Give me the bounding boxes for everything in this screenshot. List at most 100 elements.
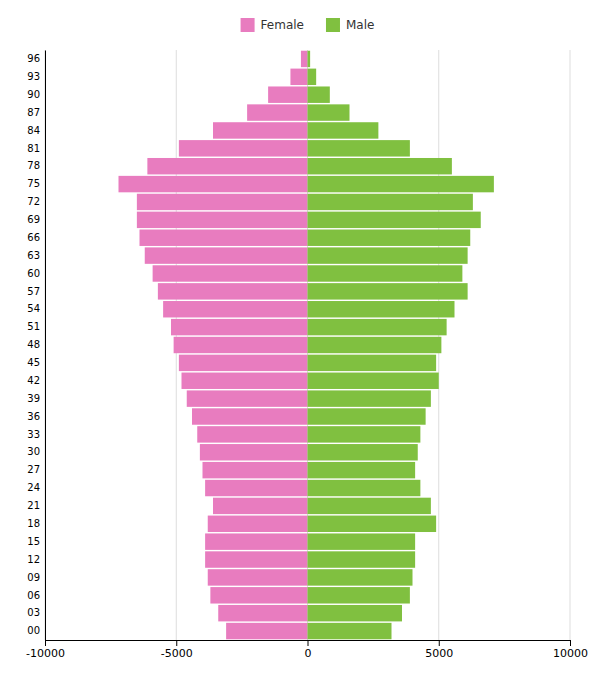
bar bbox=[308, 444, 418, 460]
bar bbox=[247, 104, 307, 120]
tick: 96 bbox=[27, 53, 40, 64]
bar bbox=[308, 122, 379, 138]
plot: -10000-500005000100000003060912151821242… bbox=[26, 50, 588, 660]
tick: 39 bbox=[27, 393, 40, 404]
bar bbox=[213, 122, 308, 138]
bar bbox=[213, 498, 308, 514]
bar bbox=[308, 69, 317, 85]
grid-line bbox=[570, 50, 571, 640]
bar bbox=[205, 533, 307, 549]
bar bbox=[205, 551, 307, 567]
tick: 00 bbox=[27, 625, 40, 636]
bar bbox=[308, 283, 468, 299]
bar bbox=[308, 569, 413, 585]
bar bbox=[137, 212, 308, 228]
tick: 60 bbox=[27, 268, 40, 279]
tick-label: 60 bbox=[27, 268, 40, 279]
bar bbox=[308, 230, 471, 246]
tick-label: 5000 bbox=[425, 647, 453, 660]
tick-label: 45 bbox=[27, 357, 40, 368]
tick-label: 84 bbox=[27, 125, 40, 136]
bar bbox=[187, 390, 308, 406]
y-axis: 0003060912151821242730333639424548515457… bbox=[27, 51, 45, 641]
bar bbox=[179, 355, 308, 371]
legend-item: Male bbox=[326, 18, 374, 32]
tick-label: 78 bbox=[27, 160, 40, 171]
tick-label: 75 bbox=[27, 178, 40, 189]
tick: 90 bbox=[27, 89, 40, 100]
tick: 45 bbox=[27, 357, 40, 368]
tick-label: 90 bbox=[27, 89, 40, 100]
bar bbox=[192, 408, 308, 424]
bar bbox=[147, 158, 307, 174]
bar bbox=[205, 480, 307, 496]
tick: 42 bbox=[27, 375, 40, 386]
axis-line bbox=[46, 641, 571, 647]
bar bbox=[174, 337, 308, 353]
tick-label: 0 bbox=[305, 647, 312, 660]
tick: 66 bbox=[27, 232, 40, 243]
tick: 12 bbox=[27, 554, 40, 565]
tick-label: 72 bbox=[27, 196, 40, 207]
bar bbox=[290, 69, 307, 85]
bar bbox=[308, 480, 421, 496]
series bbox=[308, 51, 494, 640]
tick-label: 15 bbox=[27, 536, 40, 547]
tick: 63 bbox=[27, 250, 40, 261]
bar bbox=[308, 176, 494, 192]
bar bbox=[140, 230, 308, 246]
tick-label: 39 bbox=[27, 393, 40, 404]
tick-label: 21 bbox=[27, 500, 40, 511]
tick-label: 69 bbox=[27, 214, 40, 225]
axis-line bbox=[45, 51, 46, 641]
tick-label: 63 bbox=[27, 250, 40, 261]
tick-mark bbox=[439, 640, 440, 646]
bar bbox=[145, 247, 308, 263]
tick: -10000 bbox=[26, 640, 65, 660]
tick-label: 51 bbox=[27, 321, 40, 332]
tick-label: 81 bbox=[27, 143, 40, 154]
tick-label: -10000 bbox=[26, 647, 65, 660]
tick-label: 27 bbox=[27, 464, 40, 475]
legend-swatch bbox=[326, 18, 340, 32]
tick: 18 bbox=[27, 518, 40, 529]
x-axis: -10000-50000500010000 bbox=[26, 640, 588, 660]
bar bbox=[308, 337, 442, 353]
tick: 57 bbox=[27, 286, 40, 297]
bar bbox=[308, 319, 447, 335]
tick: -5000 bbox=[161, 640, 193, 660]
tick-label: 42 bbox=[27, 375, 40, 386]
legend-label: Male bbox=[346, 18, 374, 32]
series bbox=[119, 51, 308, 640]
bar bbox=[171, 319, 308, 335]
bar bbox=[308, 498, 431, 514]
bar bbox=[208, 516, 308, 532]
tick: 78 bbox=[27, 160, 40, 171]
legend-swatch bbox=[241, 18, 255, 32]
bar bbox=[308, 390, 431, 406]
tick: 54 bbox=[27, 303, 40, 314]
legend-label: Female bbox=[261, 18, 304, 32]
bar bbox=[308, 51, 311, 67]
tick: 09 bbox=[27, 572, 40, 583]
bar bbox=[218, 605, 307, 621]
bar bbox=[268, 86, 307, 102]
tick-label: 66 bbox=[27, 232, 40, 243]
bar bbox=[308, 212, 481, 228]
bar bbox=[158, 283, 308, 299]
tick: 03 bbox=[27, 607, 40, 618]
bar bbox=[308, 623, 392, 639]
tick-label: 36 bbox=[27, 411, 40, 422]
bar bbox=[301, 51, 308, 67]
bar bbox=[200, 444, 308, 460]
bar bbox=[308, 605, 403, 621]
bar bbox=[119, 176, 308, 192]
tick-label: 57 bbox=[27, 286, 40, 297]
tick: 24 bbox=[27, 482, 40, 493]
bar bbox=[308, 194, 473, 210]
tick-label: 18 bbox=[27, 518, 40, 529]
tick-label: 03 bbox=[27, 607, 40, 618]
tick: 36 bbox=[27, 411, 40, 422]
tick-label: 12 bbox=[27, 554, 40, 565]
bar bbox=[308, 104, 350, 120]
